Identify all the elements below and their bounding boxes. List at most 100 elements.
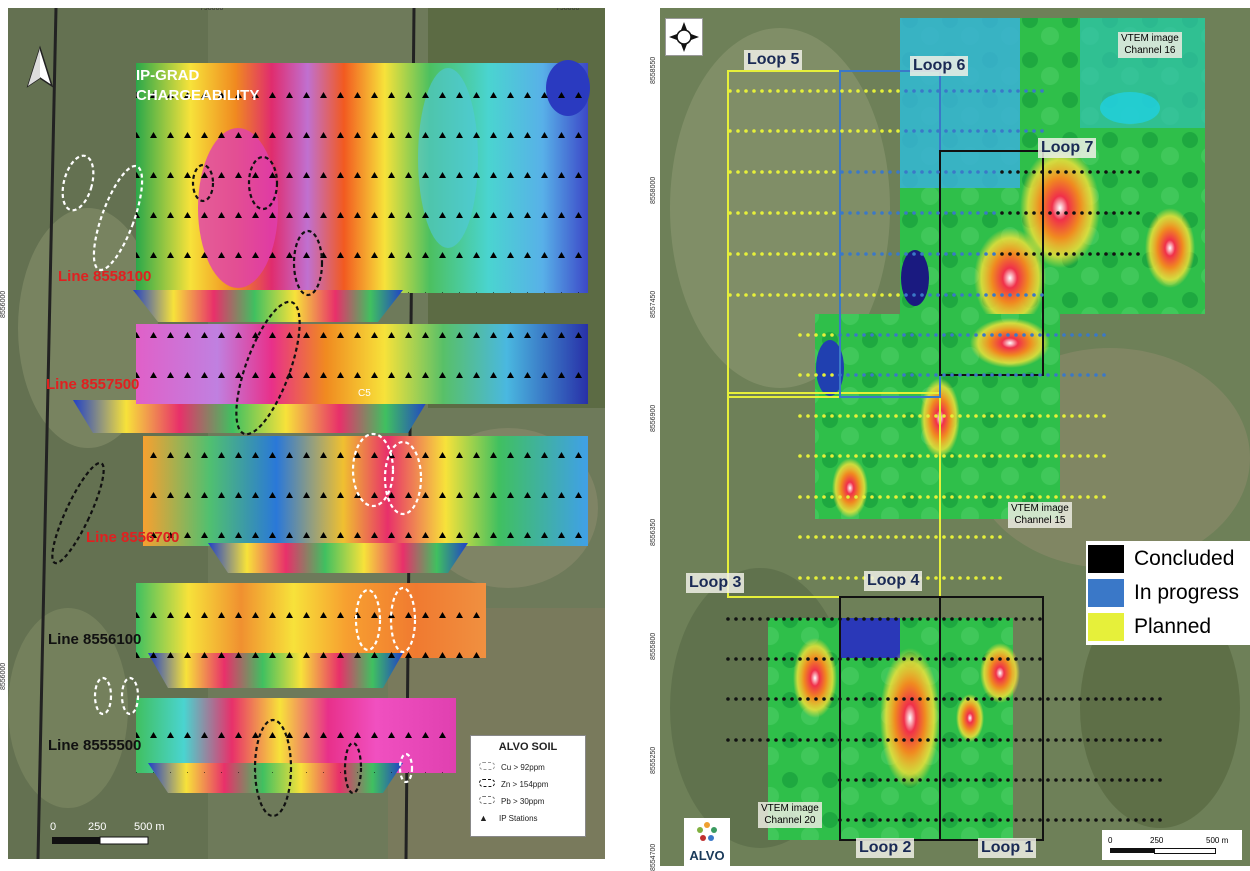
station-dot <box>854 697 858 701</box>
station-dot <box>926 414 930 418</box>
station-dot <box>958 617 962 621</box>
station-dot <box>1088 211 1092 215</box>
station-dot <box>918 454 922 458</box>
station-dot <box>992 252 996 256</box>
station-dot <box>1128 252 1132 256</box>
legend-item: In progress <box>1086 577 1250 609</box>
station-dot <box>1048 211 1052 215</box>
station-dot <box>872 129 876 133</box>
station-dot <box>910 454 914 458</box>
station-dot <box>1046 333 1050 337</box>
station-dot <box>752 252 756 256</box>
station-dot <box>1102 778 1106 782</box>
station-dot <box>1014 495 1018 499</box>
map-title: IP-GRAD CHARGEABILITY <box>136 66 259 106</box>
station-dot <box>856 252 860 256</box>
station-dot <box>960 170 964 174</box>
loop-label: Loop 2 <box>856 838 915 858</box>
station-dot <box>798 495 802 499</box>
station-dot <box>1024 211 1028 215</box>
left-coord: 8557450 <box>650 290 657 318</box>
station-dot <box>886 495 890 499</box>
line-label: Line 8556100 <box>48 631 142 648</box>
station-dot <box>768 89 772 93</box>
station-dot <box>864 252 868 256</box>
station-dot <box>942 576 946 580</box>
station-dot <box>910 617 914 621</box>
station-dot <box>870 818 874 822</box>
station-dot <box>1030 333 1034 337</box>
station-dot <box>800 89 804 93</box>
station-dot <box>830 697 834 701</box>
ip-chargeability-map[interactable]: 798000 798000 IP-GRAD CHARGEABILITY Line… <box>8 8 605 859</box>
station-dot <box>768 211 772 215</box>
station-dot <box>1086 414 1090 418</box>
station-dot <box>808 129 812 133</box>
station-dot <box>920 170 924 174</box>
station-dot <box>1094 373 1098 377</box>
station-dot <box>798 414 802 418</box>
station-dot <box>758 697 762 701</box>
annotation-label: C5 <box>358 388 371 399</box>
station-dot <box>798 738 802 742</box>
station-dot <box>728 129 732 133</box>
station-dot <box>854 535 858 539</box>
station-dot <box>1142 778 1146 782</box>
station-dot <box>814 617 818 621</box>
station-dot <box>952 89 956 93</box>
station-dot <box>1008 129 1012 133</box>
station-dot <box>798 454 802 458</box>
vtem-loops-map[interactable]: 795300 795850 796400 796950 797500 79805… <box>660 8 1250 866</box>
station-dot <box>910 333 914 337</box>
station-dot <box>886 738 890 742</box>
station-dot <box>936 252 940 256</box>
station-dot <box>768 293 772 297</box>
station-dot <box>878 818 882 822</box>
station-dot <box>816 89 820 93</box>
station-dot <box>982 414 986 418</box>
station-dot <box>880 129 884 133</box>
station-dot <box>1040 293 1044 297</box>
station-dot <box>894 333 898 337</box>
station-dot <box>1054 778 1058 782</box>
station-dot <box>984 252 988 256</box>
station-dot <box>888 129 892 133</box>
station-dot <box>1086 697 1090 701</box>
station-dot <box>1046 738 1050 742</box>
station-dot <box>792 129 796 133</box>
station-dot <box>974 495 978 499</box>
station-dot <box>880 211 884 215</box>
station-dot <box>998 373 1002 377</box>
station-dot <box>800 129 804 133</box>
station-dot <box>944 211 948 215</box>
station-dot <box>1032 89 1036 93</box>
station-dot <box>974 818 978 822</box>
station-dot <box>840 89 844 93</box>
station-dot <box>792 170 796 174</box>
station-dot <box>1078 373 1082 377</box>
station-dot <box>896 293 900 297</box>
station-dot <box>758 738 762 742</box>
station-dot <box>958 535 962 539</box>
station-dot <box>1046 454 1050 458</box>
station-dot <box>950 373 954 377</box>
station-dot <box>1112 170 1116 174</box>
station-dot <box>768 252 772 256</box>
left-coord: 8554700 <box>650 843 657 871</box>
station-dot <box>862 373 866 377</box>
station-dot <box>816 252 820 256</box>
station-dot <box>1070 697 1074 701</box>
station-dot <box>792 211 796 215</box>
station-dot <box>1006 333 1010 337</box>
station-dot <box>990 495 994 499</box>
station-dot <box>734 617 738 621</box>
station-dot <box>862 617 866 621</box>
station-dot <box>816 293 820 297</box>
station-dot <box>1054 738 1058 742</box>
station-dot <box>848 252 852 256</box>
station-dot <box>952 211 956 215</box>
station-dot <box>1078 738 1082 742</box>
station-dot <box>814 333 818 337</box>
station-dot <box>888 252 892 256</box>
station-dot <box>870 495 874 499</box>
